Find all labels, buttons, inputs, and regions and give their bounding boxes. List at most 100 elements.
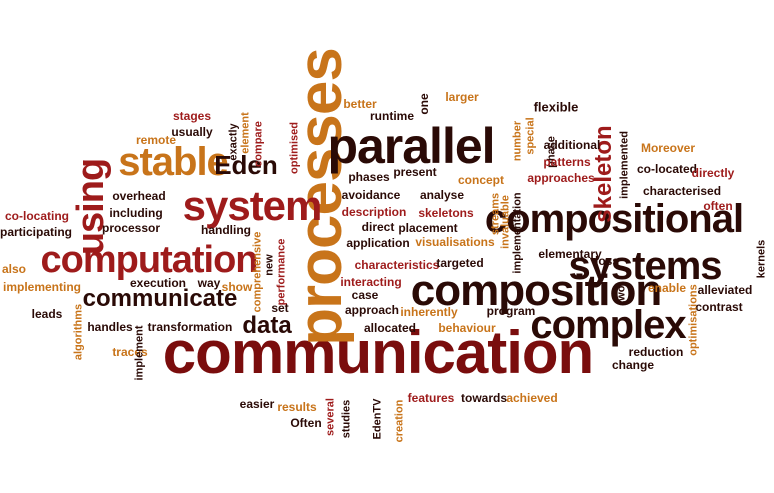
- word-element: element: [239, 112, 252, 154]
- word-analyse: analyse: [419, 188, 465, 202]
- word-systems: systems: [568, 244, 722, 288]
- word-system: system: [182, 182, 323, 229]
- word-case: case: [351, 288, 379, 302]
- word-reduction: reduction: [628, 345, 684, 359]
- word-remote: remote: [135, 133, 177, 147]
- word-concept: concept: [457, 173, 505, 187]
- word-direct: direct: [361, 220, 395, 234]
- word-implemented: implemented: [618, 131, 631, 199]
- word-loss: loss: [594, 254, 620, 268]
- word-execution: execution: [129, 276, 187, 290]
- word-contrast: contrast: [695, 300, 743, 314]
- word-co-locating: co-locating: [4, 209, 70, 223]
- word-alleviated: alleviated: [697, 283, 753, 297]
- word-towards: towards: [460, 391, 508, 405]
- word-change: change: [611, 358, 655, 372]
- word-transformation: transformation: [147, 320, 233, 334]
- word-two: two: [615, 285, 628, 305]
- word-special: special: [524, 117, 537, 155]
- word-features: features: [407, 391, 455, 405]
- word-complex: complex: [530, 303, 686, 347]
- word-including: including: [109, 206, 163, 220]
- word-often: Often: [290, 416, 322, 430]
- word-parallel: parallel: [327, 118, 495, 174]
- word-exactly: exactly: [227, 123, 240, 161]
- word-approaches: approaches: [527, 171, 595, 185]
- word-traces: traces: [112, 345, 148, 359]
- word-set: set: [271, 301, 289, 315]
- word-co-located: co-located: [636, 162, 698, 176]
- word-characterised: characterised: [642, 184, 722, 198]
- word-compositional: compositional: [484, 197, 744, 241]
- word-optimised: optimised: [288, 122, 301, 174]
- word-application: application: [346, 236, 410, 250]
- word-description: description: [341, 205, 407, 219]
- word-algorithms: algorithms: [72, 303, 85, 361]
- word-larger: larger: [445, 90, 479, 104]
- word-runtime: runtime: [369, 109, 415, 123]
- word-also: also: [1, 262, 27, 276]
- word-stable: stable: [118, 140, 229, 184]
- word-using: using: [70, 158, 112, 256]
- word-elementary: elementary: [538, 247, 602, 261]
- word-number: number: [511, 120, 524, 162]
- word-communicate: communicate: [82, 285, 238, 312]
- word-show: show: [221, 280, 253, 294]
- word-interacting: interacting: [340, 275, 402, 289]
- word-approach: approach: [344, 303, 400, 317]
- word-handling: handling: [201, 223, 251, 237]
- word-kernels: kernels: [755, 239, 768, 279]
- word-studies: studies: [340, 399, 353, 439]
- word-phases: phases: [348, 170, 390, 184]
- word-results: results: [277, 400, 317, 414]
- word-invaluable: invaluable: [499, 195, 512, 249]
- word-often: often: [703, 199, 733, 213]
- word-behaviour: behaviour: [438, 321, 496, 335]
- word-easier: easier: [239, 397, 275, 411]
- word-implementation: implementation: [511, 192, 524, 274]
- word-data: data: [242, 312, 292, 339]
- word-program: program: [486, 304, 536, 318]
- word-inherently: inherently: [400, 305, 458, 319]
- word-creation: creation: [393, 399, 406, 443]
- word-skeletons: skeletons: [418, 206, 474, 220]
- word-flexible: flexible: [533, 99, 579, 115]
- word-processor: processor: [101, 221, 161, 235]
- word-overhead: overhead: [112, 189, 166, 203]
- word-additional: additional: [543, 138, 601, 152]
- word-handles: handles: [87, 320, 133, 334]
- word-characteristics: characteristics: [354, 258, 440, 272]
- word-better: better: [343, 97, 377, 111]
- word-communication: communication: [162, 319, 594, 386]
- word-patterns: patterns: [543, 155, 591, 169]
- word-leads: leads: [31, 307, 63, 321]
- word-performance: performance: [275, 238, 288, 306]
- word-directly: directly: [691, 166, 735, 180]
- word-usually: usually: [171, 125, 213, 139]
- word-new: new: [263, 254, 276, 276]
- word-several: several: [324, 398, 337, 436]
- word-one: one: [417, 93, 431, 115]
- word-participating: participating: [0, 225, 73, 239]
- word-placement: placement: [398, 221, 458, 235]
- word-composition: composition: [410, 266, 663, 315]
- word-way: way: [197, 276, 221, 290]
- word-implementing: implementing: [2, 280, 82, 294]
- word-present: present: [393, 165, 437, 179]
- word-optimisations: optimisations: [687, 284, 700, 356]
- word-targeted: targeted: [436, 256, 484, 270]
- word-allocated: allocated: [363, 321, 417, 335]
- word-implement: implement: [133, 325, 146, 381]
- word-moreover: Moreover: [640, 141, 696, 155]
- word-enable: enable: [647, 281, 687, 295]
- word-eden: Eden: [214, 150, 278, 180]
- word-visualisations: visualisations: [415, 235, 495, 249]
- word-achieved: achieved: [506, 391, 558, 405]
- word-edentv: EdenTV: [371, 398, 384, 440]
- word-stages: stages: [172, 109, 212, 123]
- word-compare: compare: [252, 121, 265, 167]
- word-avoidance: avoidance: [341, 188, 401, 202]
- word-computation: computation: [40, 239, 259, 281]
- word-comprehensive: comprehensive: [251, 231, 264, 313]
